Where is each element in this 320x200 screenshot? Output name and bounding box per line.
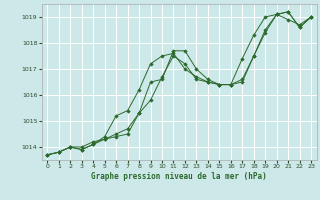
X-axis label: Graphe pression niveau de la mer (hPa): Graphe pression niveau de la mer (hPa) (91, 172, 267, 181)
